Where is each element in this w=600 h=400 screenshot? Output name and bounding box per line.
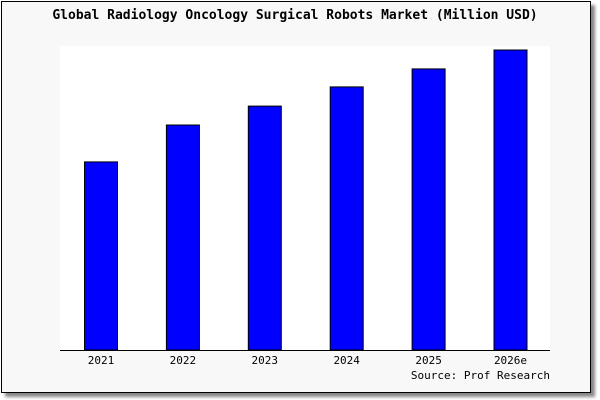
bar-2026e	[493, 49, 528, 351]
x-tick-label: 2025	[415, 354, 442, 367]
bar-2021	[84, 161, 118, 351]
chart-title: Global Radiology Oncology Surgical Robot…	[52, 8, 538, 23]
x-tick-label: 2023	[252, 354, 279, 367]
source-note: Source: Prof Research	[410, 369, 550, 382]
bar-2024	[329, 86, 364, 351]
x-tick-label: 2021	[88, 354, 115, 367]
x-tick-label: 2026e	[494, 354, 527, 367]
plot-area	[60, 46, 550, 350]
bar-2022	[165, 124, 200, 351]
bar-2023	[247, 105, 282, 351]
bar-2025	[411, 68, 446, 351]
x-tick-label: 2022	[170, 354, 197, 367]
x-tick-label: 2024	[333, 354, 360, 367]
